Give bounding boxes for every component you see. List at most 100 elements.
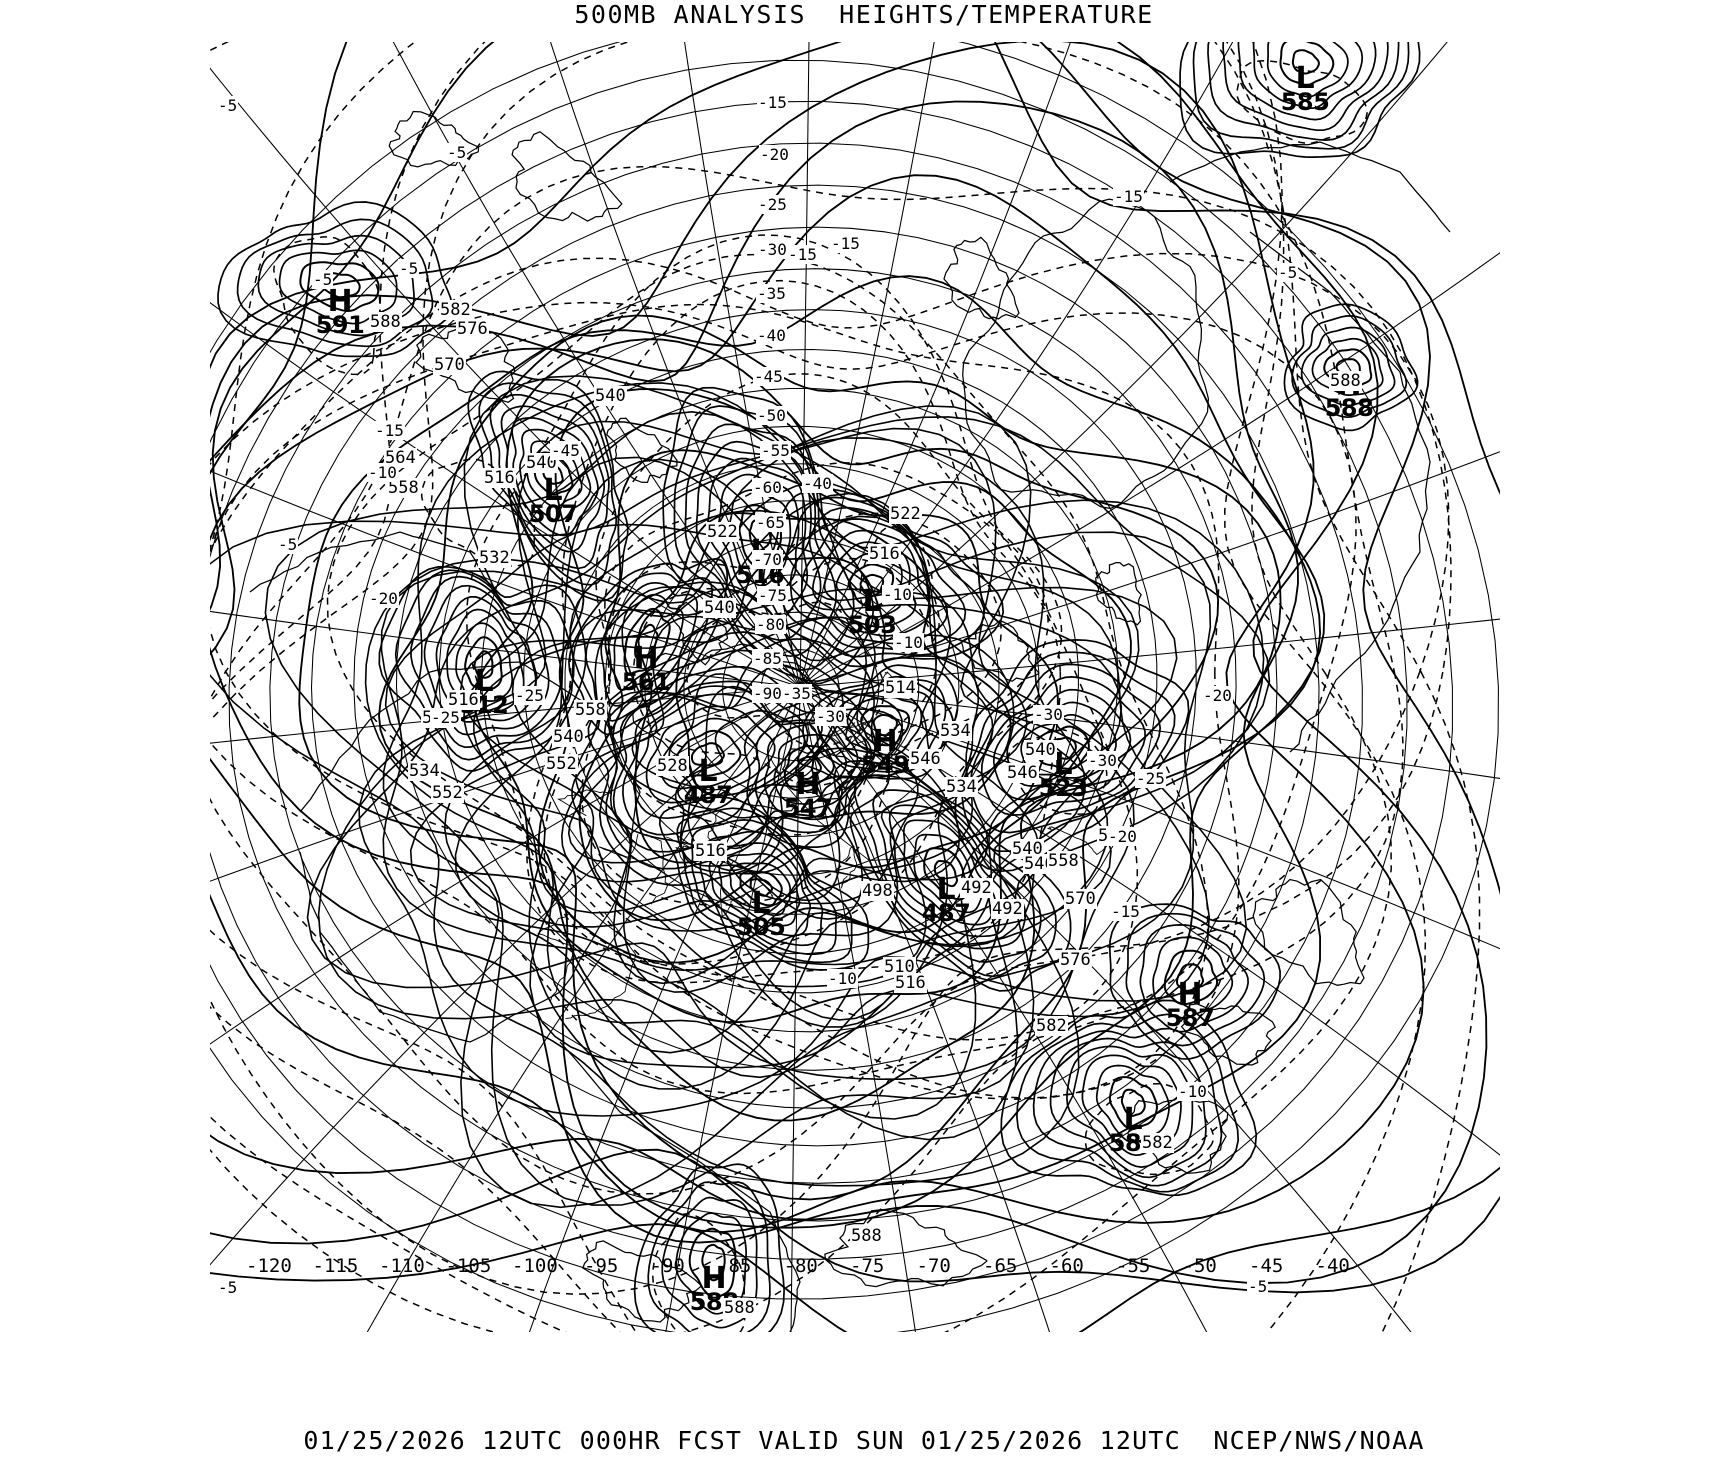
longitude-tick-label: -95 <box>584 1255 619 1277</box>
temperature-contour-label: -40 <box>802 474 833 493</box>
low-center-marker[interactable]: L 487 <box>682 757 734 808</box>
low-center-marker[interactable]: L 503 <box>846 587 898 639</box>
height-contour-label: 576 <box>1059 950 1092 970</box>
low-center-marker[interactable]: L 505 <box>735 886 787 940</box>
height-contour-label: 546 <box>909 749 942 769</box>
temperature-contour-label: -20 <box>1202 686 1233 705</box>
height-contour-label: 552 <box>545 754 578 774</box>
longitude-tick-label: -80 <box>783 1255 818 1277</box>
temperature-contour-label: -90 <box>752 684 783 703</box>
longitude-tick-label: -115 <box>312 1255 359 1277</box>
height-contour-label: 576 <box>456 319 489 339</box>
height-contour-label: 588 <box>723 1298 756 1318</box>
center-value: 585 <box>1280 88 1330 116</box>
temperature-contour-label: -55 <box>760 441 791 460</box>
temperature-contour-label: -30 <box>757 240 788 259</box>
height-contour-label: 532 <box>478 548 511 568</box>
longitude-tick-label: -105 <box>445 1255 492 1277</box>
longitude-tick-label: -50 <box>1182 1255 1217 1277</box>
center-symbol: L <box>751 886 771 921</box>
height-contour-label: 540 <box>1024 740 1057 760</box>
height-contour-label: 514 <box>884 678 917 698</box>
center-value: 503 <box>847 611 897 639</box>
temperature-contour-label: -30 <box>1033 705 1064 724</box>
height-contour-label: 516 <box>694 841 727 861</box>
center-value: 588 <box>1324 394 1374 422</box>
height-contour-label: 534 <box>945 777 978 797</box>
temperature-contour-label: -10 <box>827 969 858 988</box>
height-contour-label: 516 <box>894 973 927 993</box>
center-symbol: L <box>474 664 494 699</box>
height-contour-label: 540 <box>703 598 736 618</box>
height-contour-label: 558 <box>1047 851 1080 871</box>
high-center-marker[interactable]: H 561 <box>620 641 672 695</box>
temperature-contour-label: -5 <box>1247 1277 1269 1296</box>
center-symbol: H <box>701 1261 727 1296</box>
temperature-contour-label: -60 <box>752 478 783 497</box>
height-contour-label: 516 <box>447 690 480 710</box>
height-contour-label: 534 <box>408 761 441 781</box>
height-contour-label: 540 <box>525 453 558 473</box>
center-symbol: L <box>1053 747 1073 782</box>
height-contour-label: 582 <box>1141 1133 1174 1153</box>
center-symbol: L <box>1123 1102 1143 1137</box>
temperature-contour-label: -10 <box>893 633 924 652</box>
height-contour-label: 588 <box>1329 371 1362 391</box>
low-center-marker[interactable]: L 523 <box>1037 747 1089 801</box>
high-center-marker[interactable]: H 591 <box>314 287 366 339</box>
low-center-marker[interactable]: L 487 <box>920 872 972 927</box>
temperature-contour-label: -15 <box>374 421 405 440</box>
center-symbol: H <box>1177 977 1203 1012</box>
footer-text: 01/25/2026 12UTC 000HR FCST VALID SUN 01… <box>303 1426 1425 1455</box>
high-center-marker[interactable]: H 587 <box>1164 977 1216 1031</box>
center-symbol: H <box>633 641 659 676</box>
temperature-contour-label: -70 <box>752 550 783 569</box>
temperature-contour-label: -5 <box>277 535 299 554</box>
height-contour-label: 570 <box>1064 889 1097 909</box>
temperature-contour-label: -75 <box>757 586 788 605</box>
height-contour-label: 552 <box>431 783 464 803</box>
temperature-contour-label: -10 <box>367 463 398 482</box>
temperature-contour-label: -65 <box>755 513 786 532</box>
temperature-contour-label: -20 <box>1107 827 1138 846</box>
height-contour-label: 558 <box>574 700 607 720</box>
temperature-contour-label: -5 <box>398 259 420 278</box>
longitude-tick-label: -75 <box>850 1255 885 1277</box>
center-symbol: L <box>936 872 956 907</box>
center-symbol: H <box>872 724 898 759</box>
coastlines <box>249 110 1451 1332</box>
temperature-contour-label: -5 <box>312 270 334 289</box>
height-contour-label: 492 <box>991 899 1024 919</box>
height-contour-label: 582 <box>1035 1016 1068 1036</box>
temperature-contour-label: -25 <box>757 195 788 214</box>
high-center-marker[interactable]: H 547 <box>782 770 834 822</box>
center-value: 547 <box>783 794 833 822</box>
height-contour-label: 522 <box>889 504 922 524</box>
temperature-contour-label: -10 <box>1177 1082 1208 1101</box>
height-contour-label: 588 <box>369 312 402 332</box>
height-contour-label: 516 <box>483 468 516 488</box>
temperature-contour-label: -20 <box>759 145 790 164</box>
height-contour-label: 570 <box>433 355 466 375</box>
high-center-marker[interactable]: H 549 <box>859 724 911 778</box>
temperature-contour-label: -45 <box>550 441 581 460</box>
longitude-tick-label: -85 <box>717 1255 752 1277</box>
temperature-contour-label: -40 <box>756 326 787 345</box>
low-center-marker[interactable]: L 507 <box>527 473 579 527</box>
center-symbol: L <box>543 473 563 508</box>
center-value: 487 <box>921 899 971 927</box>
temperature-contour-label: -30 <box>815 707 846 726</box>
low-center-marker[interactable]: L 585 <box>1279 64 1331 116</box>
height-contour-label: 588 <box>850 1226 883 1246</box>
temperature-contour-label: -15 <box>1113 187 1144 206</box>
temperature-contour-label: -35 <box>781 684 812 703</box>
height-contour-label: 516 <box>868 544 901 564</box>
temperature-contour-label: -20 <box>368 589 399 608</box>
map-canvas[interactable]: L585H591H588L507L516L503L512H561H549L523… <box>0 32 1728 1422</box>
center-value: 591 <box>315 311 365 339</box>
height-contour-label: 540 <box>552 727 585 747</box>
height-contour-label: 528 <box>656 756 689 776</box>
temperature-contour-label: -15 <box>830 234 861 253</box>
temperature-contour-label: -25 <box>1135 769 1166 788</box>
